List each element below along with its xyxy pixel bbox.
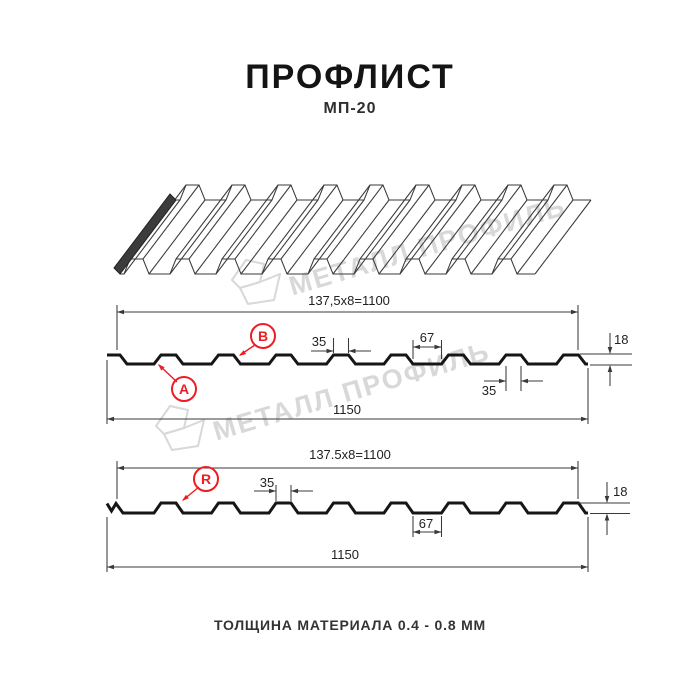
marker-r-label: R — [200, 471, 212, 487]
dim-profile-height-bottom: 18 — [613, 484, 628, 499]
marker-r-badge: R — [193, 466, 219, 492]
marker-b-badge: B — [250, 323, 276, 349]
dim-valley-width-bottom: 67 — [418, 516, 434, 531]
dim-overall-width-top: 1150 — [333, 402, 361, 417]
product-code: МП-20 — [323, 100, 377, 117]
dim-overall-width-bottom: 1150 — [331, 547, 359, 562]
dim-valley-width-top: 67 — [419, 330, 435, 345]
dim-rib-top-width-bottom: 35 — [259, 475, 275, 490]
dim-rib-top-width-top: 35 — [311, 334, 327, 349]
dim-pitch-formula-bottom: 137.5x8=1100 — [309, 447, 391, 462]
marker-a-badge: A — [171, 376, 197, 402]
dim-profile-height-top: 18 — [614, 332, 629, 347]
page-title: ПРОФЛИСТ — [245, 58, 455, 96]
marker-b-label: B — [257, 328, 269, 344]
material-thickness-note: ТОЛЩИНА МАТЕРИАЛА 0.4 - 0.8 ММ — [213, 617, 487, 633]
marker-a-label: A — [178, 381, 190, 397]
dim-rib-base-width-top: 35 — [481, 383, 497, 398]
dim-pitch-formula-top: 137,5x8=1100 — [308, 293, 390, 308]
